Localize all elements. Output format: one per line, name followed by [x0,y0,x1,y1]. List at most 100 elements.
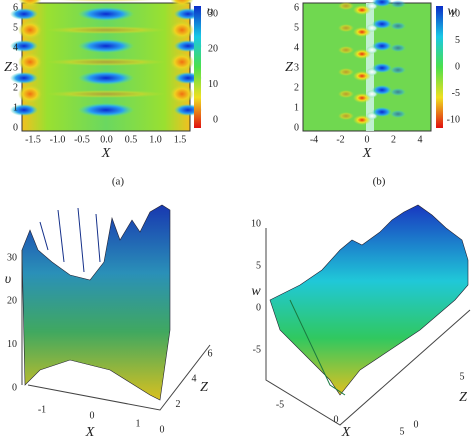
blob [18,53,42,71]
tick-label: -2 [336,134,344,145]
blob [78,103,134,117]
tick-label: 0 [294,122,299,133]
axis-label: Z [285,60,293,75]
blob [338,24,354,32]
blob [372,107,392,117]
colorbar [436,6,443,128]
density-a [10,0,202,132]
tick-label: 0.5 [125,134,138,145]
blob [390,66,406,74]
tick-label: -4 [310,134,318,145]
blob [78,39,134,53]
tick-label: 1 [294,102,299,113]
tick-label: 0 [213,114,218,125]
blob [390,0,406,8]
tick-label: 1 [136,418,141,429]
tick-label: 4 [418,134,423,145]
blob [10,8,38,20]
surface-d [265,204,471,426]
tick-label: 0 [12,382,17,393]
colorbar [194,6,201,128]
tick-label: 2 [176,399,181,410]
tick-label: 4 [294,42,299,53]
axis-label: X [362,146,372,161]
tick-label: -0.5 [74,134,90,145]
axis-label: υ [5,272,11,287]
caption: (b) [373,176,386,188]
tick-label: 1.0 [149,134,162,145]
blob [170,85,194,103]
ridge [39,207,101,273]
axis-label: Z [4,60,12,75]
blob [390,110,406,118]
tick-label: 0 [365,134,370,145]
blob [170,21,194,39]
tick-label: 5 [455,35,460,46]
tick-label: -10 [447,114,460,125]
axis-label: X [85,425,95,440]
tick-label: 0 [334,414,339,425]
axis-label: Z [459,390,467,405]
surface [21,204,171,401]
tick-label: 20 [208,44,218,55]
blob [46,26,166,34]
blob [372,41,392,51]
axis-label: υ [207,4,213,19]
surface-c [21,204,211,411]
axis-box [27,344,211,411]
blob [18,85,42,103]
tick-label: 30 [208,8,218,19]
tick-label: 5 [460,371,465,382]
tick-label: 1 [13,102,18,113]
tick-label: 0 [90,410,95,421]
blob [10,40,38,52]
tick-label: 0.0 [100,134,113,145]
tick-label: 0 [414,419,419,430]
surface [269,204,469,396]
tick-label: 2 [294,82,299,93]
tick-label: 1.5 [174,134,187,145]
blob [372,85,392,95]
tick-label: 5 [256,260,261,271]
caption: (a) [112,176,125,188]
blob [338,90,354,98]
blob [78,71,134,85]
blob [390,22,406,30]
blob [54,0,158,2]
axis-label: w [447,4,457,19]
tick-label: 4 [192,374,197,385]
axis-label: Z [200,380,208,395]
tick-label: 0 [455,61,460,72]
tick-label: -5 [253,344,261,355]
blob [10,104,38,116]
tick-label: 6 [208,348,213,359]
axis-label: X [101,146,111,161]
blob [390,88,406,96]
blob [18,0,42,7]
axis-box [265,228,471,426]
tick-label: -5 [452,88,460,99]
tick-label: 5 [294,22,299,33]
density-b [302,0,432,132]
tick-label: 6 [13,2,18,13]
axis-label: X [341,425,351,440]
tick-label: 30 [7,252,17,263]
blob [170,53,194,71]
tick-label: 10 [208,79,218,90]
tick-label: 20 [7,296,17,307]
blob [18,21,42,39]
tick-label: 2 [391,134,396,145]
tick-label: 5 [400,426,405,437]
blob [338,46,354,54]
ridge [289,299,346,396]
tick-label: 4 [13,42,18,53]
tick-label: 10 [450,8,460,19]
axis-label: w [251,284,261,299]
tick-label: 5 [13,22,18,33]
blob [390,44,406,52]
tick-label: 0 [13,122,18,133]
blob [46,58,166,66]
blob [10,72,38,84]
blob [372,19,392,29]
